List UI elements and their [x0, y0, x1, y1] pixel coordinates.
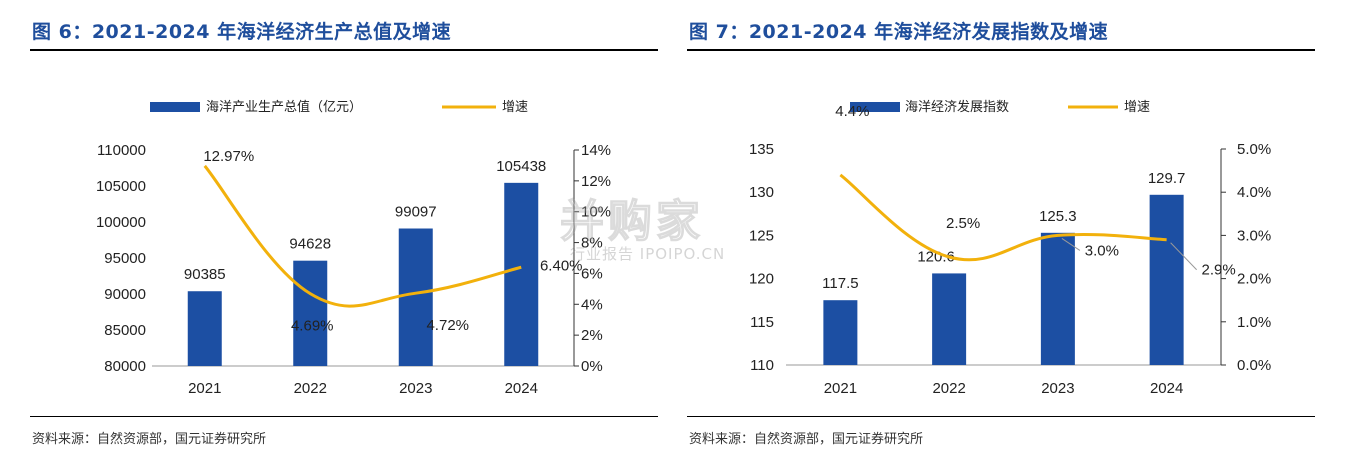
figure-7-chart: 海洋经济发展指数 增速 110 115 120 125 130 135 0.0% 1.0% 2.0%… — [749, 99, 1271, 397]
x-axis-tick-label: 2024 — [505, 380, 538, 397]
left-axis-tick-label: 130 — [749, 184, 774, 201]
bar-2022 — [932, 273, 967, 365]
line-value-label: 2.9% — [1202, 262, 1236, 279]
figure-6-panel: 图 6：2021-2024 年海洋经济生产总值及增速 海洋产业生产总值（亿元） 增… — [30, 0, 658, 458]
figure-7-panel: 图 7：2021-2024 年海洋经济发展指数及增速 海洋经济发展指数 增速 110… — [687, 0, 1315, 458]
legend-line-label: 增速 — [502, 99, 528, 114]
right-axis-tick-label: 5.0% — [1237, 141, 1271, 158]
bar-2023 — [398, 228, 433, 366]
data-label-leader — [1170, 242, 1197, 271]
figure-6-title: 图 6：2021-2024 年海洋经济生产总值及增速 — [32, 21, 452, 43]
bar-value-label: 120.6 — [917, 248, 955, 265]
bar-value-label: 129.7 — [1148, 170, 1186, 187]
line-value-label: 4.72% — [426, 317, 469, 334]
right-axis-tick-label: 1.0% — [1237, 314, 1271, 331]
right-axis-tick-label: 4.0% — [1237, 184, 1271, 201]
figure-7-bottom-rule — [687, 416, 1315, 417]
right-axis-tick-label: 14% — [581, 142, 611, 159]
x-axis-tick-label: 2024 — [1150, 380, 1183, 397]
right-axis-tick-label: 4% — [581, 296, 603, 313]
bar-value-label: 117.5 — [822, 275, 858, 292]
x-axis-tick-label: 2023 — [1041, 380, 1074, 397]
left-axis-tick-label: 115 — [750, 314, 774, 331]
legend-bar-label: 海洋产业生产总值（亿元） — [206, 99, 362, 114]
bar-value-label: 99097 — [395, 204, 437, 221]
x-axis-tick-label: 2021 — [188, 380, 221, 397]
left-axis-tick-label: 110000 — [97, 142, 146, 159]
bar-value-label: 125.3 — [1039, 208, 1077, 225]
left-axis-tick-label: 110 — [750, 357, 774, 374]
legend-bar-label: 海洋经济发展指数 — [905, 99, 1009, 114]
x-axis-tick-label: 2023 — [399, 380, 432, 397]
left-axis-tick-label: 135 — [749, 141, 774, 158]
left-axis-tick-label: 125 — [749, 227, 774, 244]
left-axis-tick-label: 100000 — [96, 214, 146, 231]
figure-6-chart: 海洋产业生产总值（亿元） 增速 80000 85000 90000 95000 100000… — [96, 99, 611, 397]
right-axis-tick-label: 0% — [581, 358, 603, 375]
bar-2021 — [187, 291, 222, 366]
bar-2021 — [823, 300, 858, 365]
x-axis-tick-label: 2021 — [824, 380, 857, 397]
right-axis-tick-label: 6% — [581, 265, 603, 282]
line-value-label: 2.5% — [946, 215, 980, 232]
legend-bar-swatch — [150, 102, 200, 112]
right-axis-tick-label: 0.0% — [1237, 357, 1271, 374]
x-axis-tick-label: 2022 — [932, 380, 965, 397]
legend-line-label: 增速 — [1124, 99, 1150, 114]
bar-value-label: 90385 — [184, 266, 226, 283]
right-axis-tick-label: 2% — [581, 327, 603, 344]
left-axis-tick-label: 105000 — [96, 178, 146, 195]
line-value-label: 12.97% — [203, 148, 254, 165]
line-value-label: 4.4% — [835, 103, 869, 120]
bar-2024 — [504, 182, 539, 366]
data-label-leader — [1061, 237, 1081, 251]
legend-bar-swatch — [850, 102, 900, 112]
figure-6-top-rule — [30, 49, 658, 51]
figure-6-bottom-rule — [30, 416, 658, 417]
bar-value-label: 105438 — [496, 158, 546, 175]
line-value-label: 6.40% — [540, 257, 583, 274]
left-axis-tick-label: 80000 — [104, 358, 146, 375]
left-axis-tick-label: 95000 — [104, 250, 146, 267]
left-axis-tick-label: 85000 — [104, 322, 146, 339]
left-axis-tick-label: 120 — [749, 271, 774, 288]
bar-value-label: 94628 — [289, 236, 331, 253]
figure-7-title: 图 7：2021-2024 年海洋经济发展指数及增速 — [689, 21, 1109, 43]
bar-2023 — [1040, 232, 1075, 365]
figure-7-source: 资料来源：自然资源部，国元证券研究所 — [689, 432, 924, 447]
right-axis-tick-label: 2.0% — [1237, 271, 1271, 288]
right-axis-tick-label: 3.0% — [1237, 227, 1271, 244]
line-value-label: 3.0% — [1085, 242, 1119, 259]
bar-2024 — [1149, 194, 1184, 365]
right-axis-tick-label: 12% — [581, 173, 611, 190]
line-value-label: 4.69% — [291, 318, 334, 335]
bar-2022 — [293, 260, 328, 366]
right-axis-tick-label: 10% — [581, 204, 611, 221]
x-axis-tick-label: 2022 — [294, 380, 327, 397]
figure-7-top-rule — [687, 49, 1315, 51]
left-axis-tick-label: 90000 — [104, 286, 146, 303]
right-axis-tick-label: 8% — [581, 235, 603, 252]
growth-rate-line — [203, 164, 522, 308]
growth-rate-line — [839, 173, 1167, 262]
figure-6-source: 资料来源：自然资源部，国元证券研究所 — [32, 432, 267, 447]
